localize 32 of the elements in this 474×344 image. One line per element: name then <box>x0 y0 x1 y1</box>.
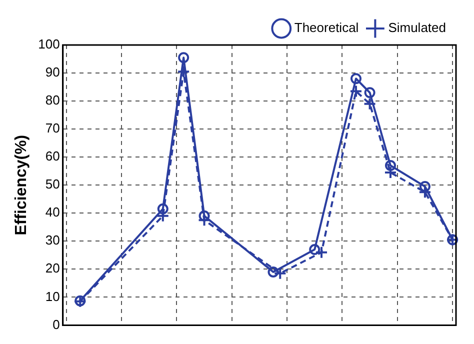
point <box>198 210 210 222</box>
point <box>177 65 190 78</box>
y-axis-title: Efficiency(%) <box>13 134 30 236</box>
point <box>156 209 170 222</box>
y-tick-label: 100 <box>38 36 60 52</box>
legend-label: Simulated <box>388 20 446 36</box>
y-tick-label: 70 <box>45 120 60 136</box>
point <box>274 266 287 280</box>
y-tick-label: 90 <box>45 64 60 80</box>
y-tick-label: 50 <box>45 176 60 192</box>
point <box>178 52 190 64</box>
y-tick-label: 10 <box>45 288 60 304</box>
y-tick-label: 0 <box>52 316 60 332</box>
point <box>309 244 320 256</box>
point <box>364 87 376 98</box>
y-tick-label: 60 <box>45 148 60 164</box>
y-tick-label: 30 <box>45 232 60 248</box>
point <box>315 246 328 259</box>
legend-label: Theoretical <box>294 20 359 36</box>
point <box>419 181 430 192</box>
point <box>350 84 362 98</box>
point <box>198 214 211 227</box>
y-tick-label: 40 <box>45 204 60 220</box>
point <box>268 266 279 278</box>
point <box>350 73 362 84</box>
y-tick-label: 20 <box>45 260 60 276</box>
y-tick-label: 80 <box>45 92 60 108</box>
point <box>157 203 168 214</box>
point <box>418 186 432 199</box>
point <box>384 166 397 179</box>
point <box>363 97 376 110</box>
point <box>384 160 396 171</box>
